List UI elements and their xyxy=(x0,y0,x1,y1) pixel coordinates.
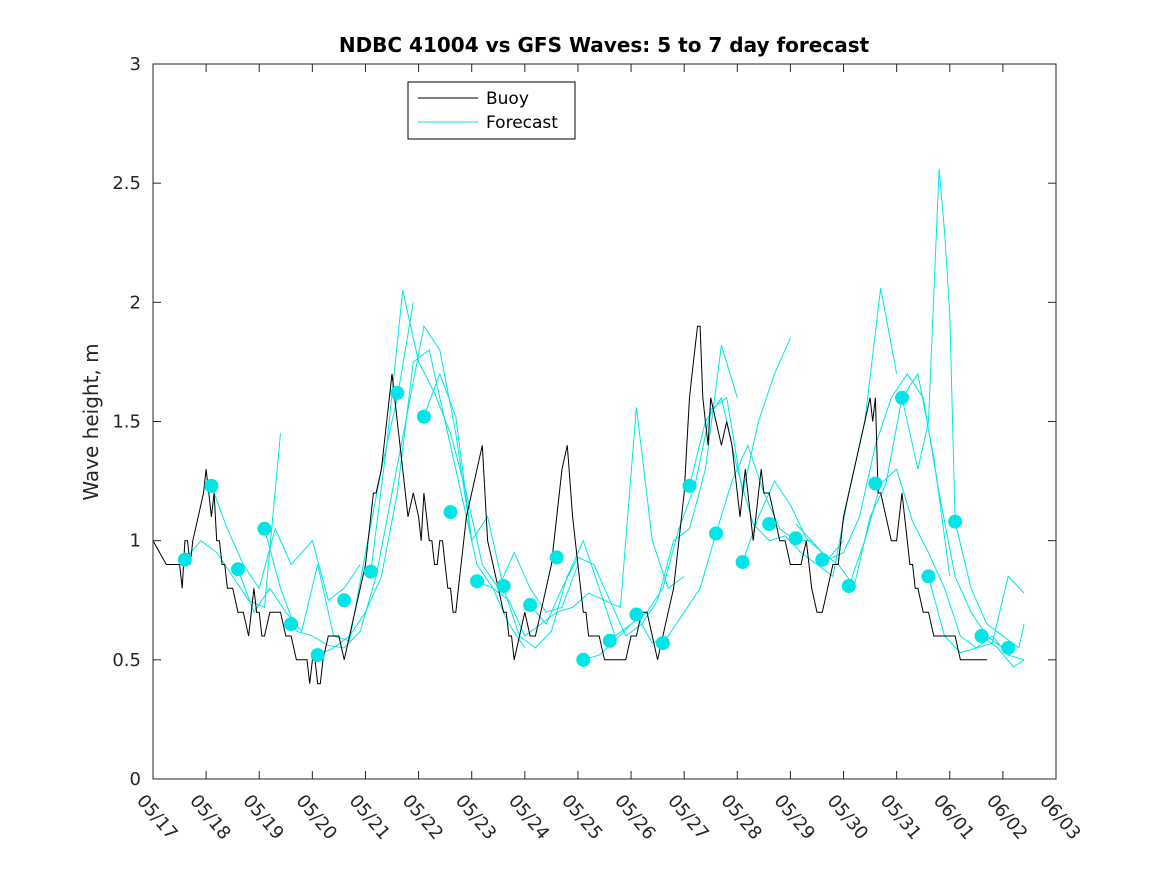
forecast-marker xyxy=(948,514,963,529)
forecast-line xyxy=(317,349,526,656)
y-tick-label: 1.5 xyxy=(112,412,141,433)
y-tick-label: 2.5 xyxy=(112,173,141,194)
forecast-marker xyxy=(177,552,192,567)
forecast-marker xyxy=(443,505,458,520)
forecast-marker xyxy=(337,593,352,608)
forecast-line xyxy=(981,635,1025,668)
legend-buoy-label: Buoy xyxy=(486,89,529,109)
chart-title: NDBC 41004 vs GFS Waves: 5 to 7 day fore… xyxy=(339,33,870,57)
forecast-line xyxy=(184,433,281,609)
forecast-marker xyxy=(602,633,617,648)
forecast-marker xyxy=(921,569,936,584)
legend-forecast-label: Forecast xyxy=(486,113,558,133)
forecast-marker xyxy=(682,478,697,493)
forecast-marker xyxy=(841,579,856,593)
forecast-line xyxy=(742,372,951,588)
buoy-line xyxy=(152,325,987,685)
legend-box xyxy=(407,81,576,140)
forecast-line xyxy=(476,407,685,637)
forecast-marker xyxy=(868,476,883,491)
forecast-marker xyxy=(231,562,245,577)
forecast-line xyxy=(370,290,579,613)
forecast-marker xyxy=(735,555,750,570)
forecast-marker xyxy=(762,517,777,531)
forecast-line xyxy=(423,372,632,649)
forecast-marker xyxy=(709,526,723,541)
forecast-line xyxy=(901,168,1025,649)
forecast-marker xyxy=(390,385,405,400)
forecast-marker xyxy=(549,550,564,565)
forecast-marker xyxy=(655,636,670,651)
forecast-marker xyxy=(310,648,325,663)
y-tick-label: 3 xyxy=(130,54,141,75)
forecast-marker xyxy=(815,552,830,567)
forecast-marker xyxy=(576,652,591,667)
y-tick-label: 1 xyxy=(130,531,141,552)
y-axis-label: Wave height, m xyxy=(79,343,103,500)
forecast-marker xyxy=(1001,640,1016,655)
forecast-marker xyxy=(496,579,511,593)
forecast-marker xyxy=(974,629,989,643)
forecast-marker xyxy=(363,564,378,579)
forecast-line xyxy=(529,345,738,637)
forecast-marker xyxy=(788,531,803,546)
legend: Buoy Forecast xyxy=(407,81,576,140)
y-tick-label: 0.5 xyxy=(112,650,141,671)
forecast-line xyxy=(237,302,414,642)
forecast-line xyxy=(264,324,473,649)
forecast-line xyxy=(583,337,791,661)
forecast-marker xyxy=(416,409,431,424)
y-tick-label: 2 xyxy=(130,292,141,313)
forecast-marker xyxy=(523,598,538,612)
forecast-marker xyxy=(284,617,299,632)
forecast-marker xyxy=(470,574,484,589)
forecast-marker xyxy=(257,521,272,536)
forecast-line xyxy=(795,372,1004,649)
forecast-line xyxy=(210,485,361,602)
forecast-marker xyxy=(629,607,644,622)
forecast-marker xyxy=(895,390,909,405)
y-tick-label: 0 xyxy=(130,769,141,790)
forecast-marker xyxy=(204,478,219,493)
